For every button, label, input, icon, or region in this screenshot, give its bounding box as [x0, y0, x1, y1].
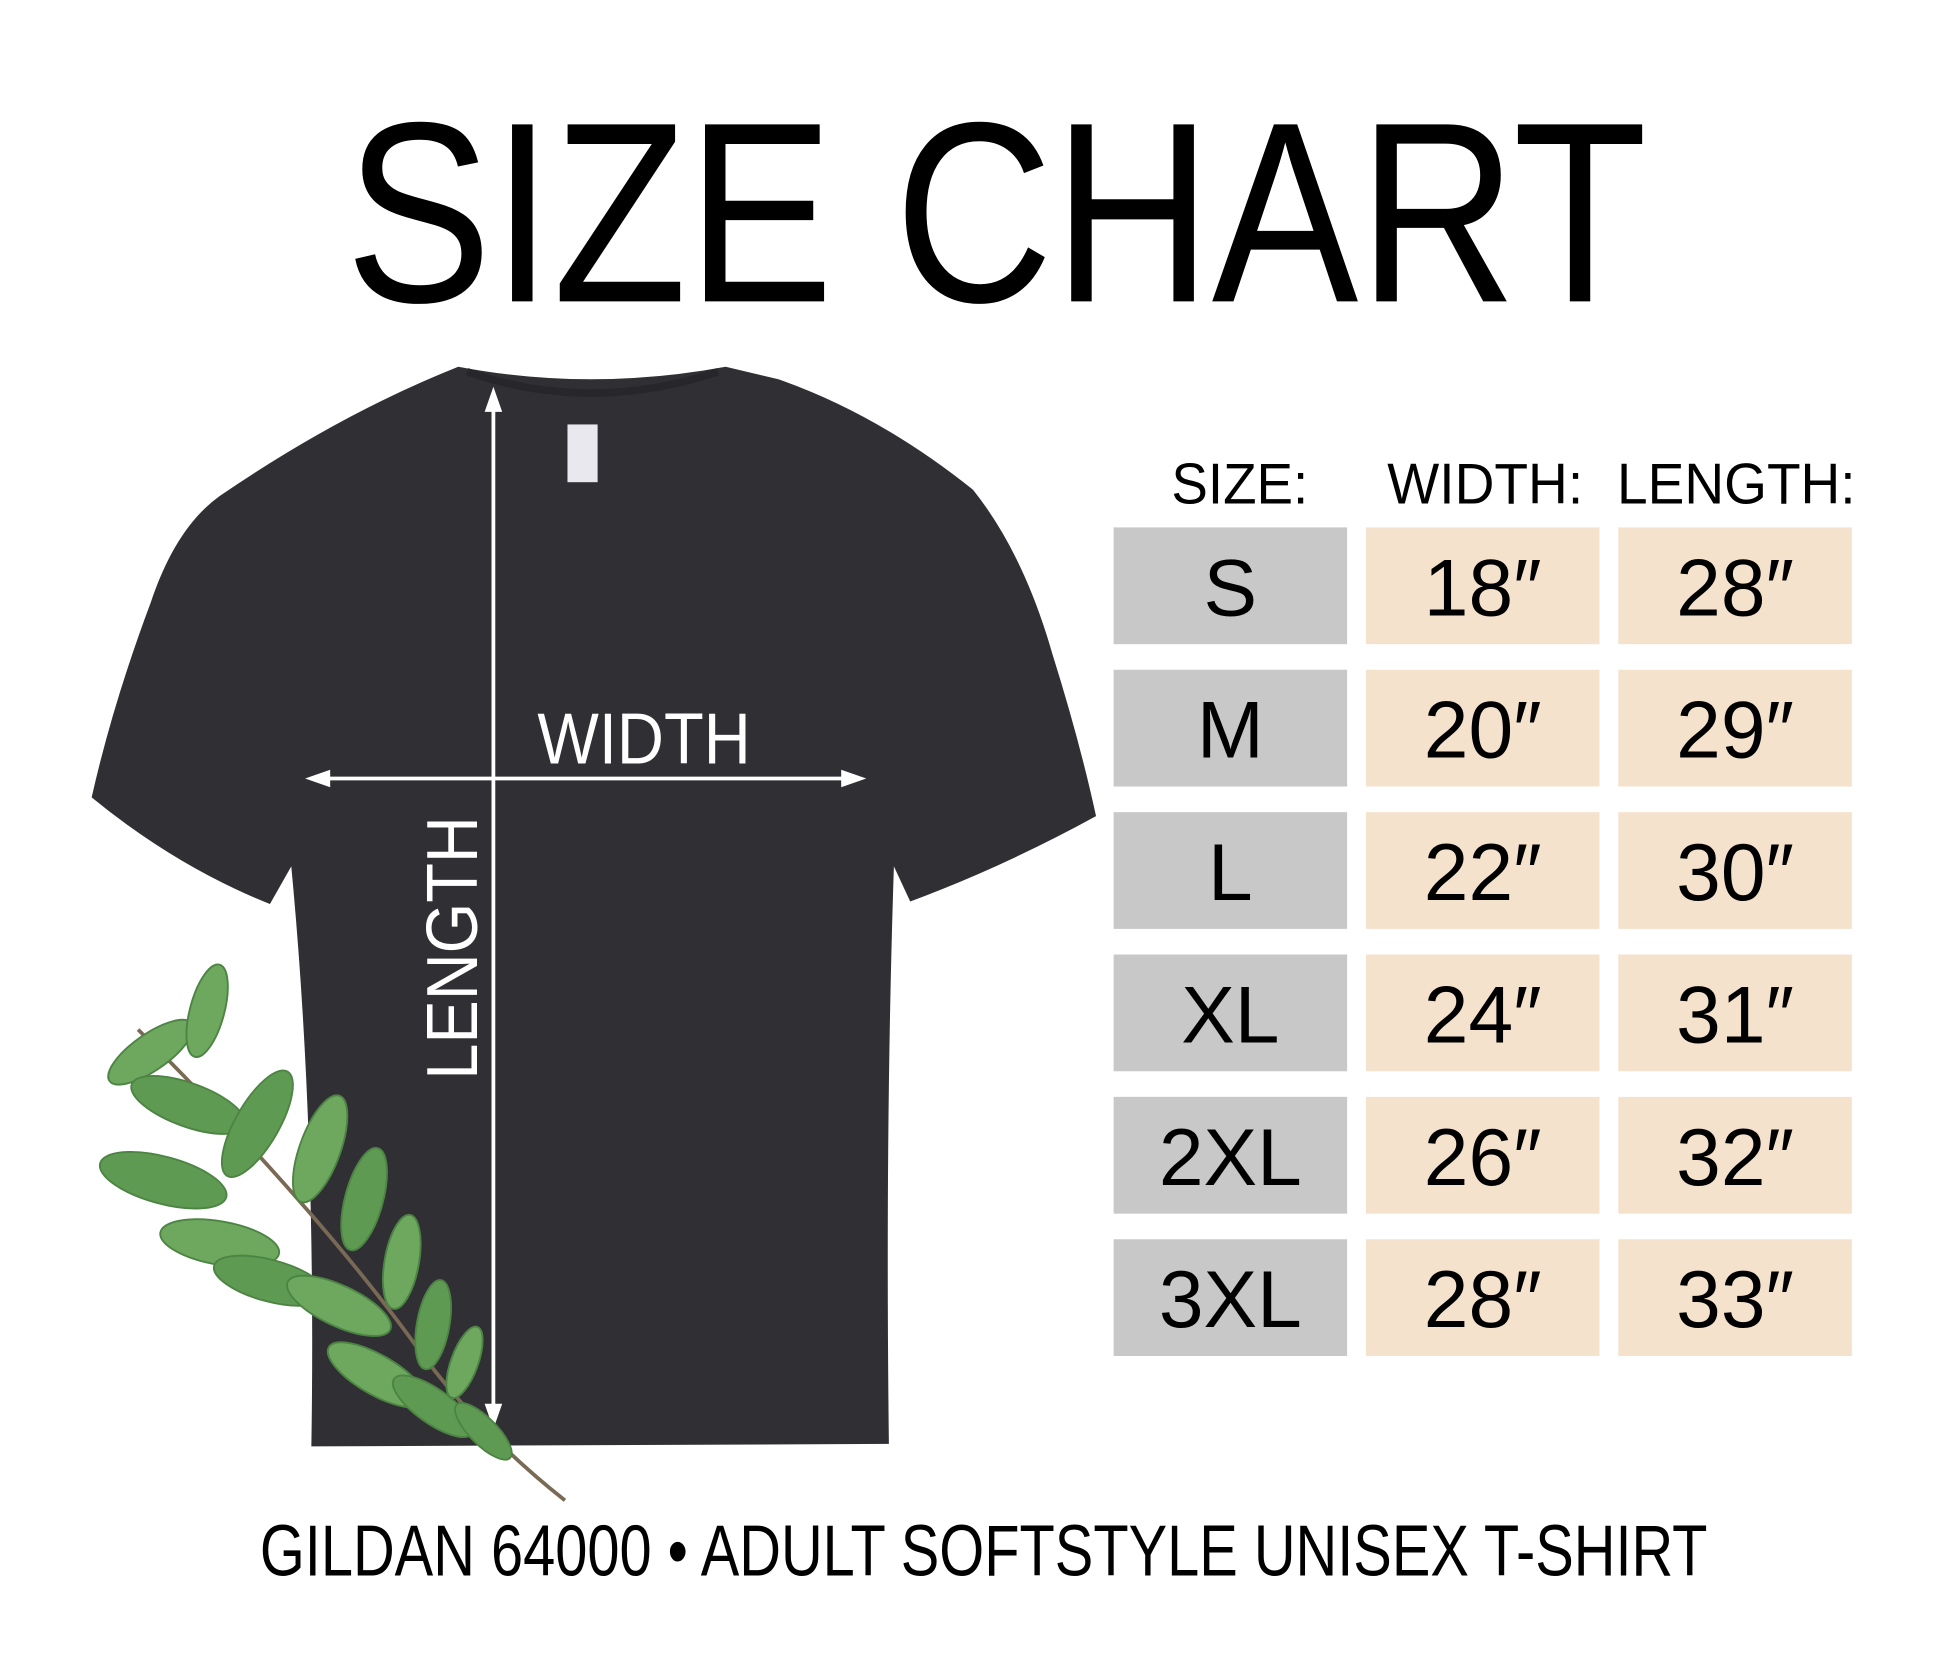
length-label: LENGTH — [412, 816, 493, 1080]
width-value: 28″ — [1424, 1255, 1542, 1345]
page-title: SIZE CHART — [345, 68, 1647, 356]
leaf — [220, 1069, 294, 1178]
size-cell — [1113, 527, 1348, 645]
size-value: 2XL — [1159, 1113, 1302, 1203]
table-row: XL 24″ 31″ — [1113, 954, 1852, 1072]
leaf — [381, 1213, 422, 1310]
width-value: 24″ — [1424, 970, 1542, 1060]
table-row: L 22″ 30″ — [1113, 812, 1852, 929]
size-cell — [1113, 1096, 1348, 1214]
size-value: 3XL — [1159, 1255, 1302, 1345]
width-cell — [1365, 954, 1600, 1072]
leaf — [445, 1325, 484, 1399]
width-cell — [1365, 669, 1600, 787]
length-value: 32″ — [1676, 1113, 1794, 1203]
table-row: 3XL 28″ 33″ — [1113, 1239, 1852, 1357]
size-value: L — [1208, 828, 1253, 918]
size-table: SIZE: WIDTH: LENGTH: S 18″ 28″ M 20″ 29″ L 22″ 30″ X… — [1113, 453, 1856, 1357]
width-value: 18″ — [1424, 543, 1542, 633]
width-value: 20″ — [1424, 686, 1542, 776]
length-value: 30″ — [1676, 828, 1794, 918]
leaf — [98, 1151, 228, 1210]
width-cell — [1365, 1239, 1600, 1357]
length-value: 29″ — [1676, 686, 1794, 776]
length-cell — [1618, 1239, 1852, 1357]
column-header: LENGTH: — [1617, 453, 1856, 517]
tshirt-body — [91, 366, 1097, 1447]
leaf-branch-decoration — [98, 963, 567, 1502]
column-header: SIZE: — [1171, 453, 1308, 517]
table-row: M 20″ 29″ — [1113, 669, 1852, 787]
width-value: 22″ — [1424, 828, 1542, 918]
leaf — [185, 963, 229, 1058]
width-cell — [1365, 1096, 1600, 1214]
length-cell — [1618, 954, 1852, 1072]
length-value: 28″ — [1676, 543, 1794, 633]
length-value: 33″ — [1676, 1255, 1794, 1345]
leaf — [286, 1274, 392, 1337]
leaf — [340, 1146, 388, 1252]
length-cell — [1618, 527, 1852, 645]
length-cell — [1618, 1096, 1852, 1214]
width-value: 26″ — [1424, 1113, 1542, 1203]
length-value: 31″ — [1676, 970, 1794, 1060]
size-cell — [1113, 812, 1348, 929]
column-header: WIDTH: — [1387, 453, 1583, 517]
shirt-tag-icon — [567, 424, 598, 483]
size-value: XL — [1181, 970, 1279, 1060]
table-row: S 18″ 28″ — [1113, 527, 1852, 645]
width-arrow — [305, 769, 867, 788]
size-value: S — [1204, 543, 1258, 633]
leaf — [292, 1094, 349, 1204]
footer-caption: GILDAN 64000 • ADULT SOFTSTYLE UNISEX T-… — [260, 1511, 1708, 1592]
width-cell — [1365, 812, 1600, 929]
table-row: 2XL 26″ 32″ — [1113, 1096, 1852, 1214]
tshirt-illustration: WIDTH LENGTH — [91, 366, 1097, 1447]
leaf — [454, 1402, 513, 1461]
size-cell — [1113, 669, 1348, 787]
length-arrow — [484, 386, 503, 1429]
width-label: WIDTH — [537, 698, 750, 779]
length-cell — [1618, 669, 1852, 787]
collar — [465, 368, 720, 397]
size-cell — [1113, 1239, 1348, 1357]
width-cell — [1365, 527, 1600, 645]
leaf — [414, 1279, 452, 1371]
size-cell — [1113, 954, 1348, 1072]
size-value: M — [1197, 686, 1264, 776]
length-cell — [1618, 812, 1852, 929]
